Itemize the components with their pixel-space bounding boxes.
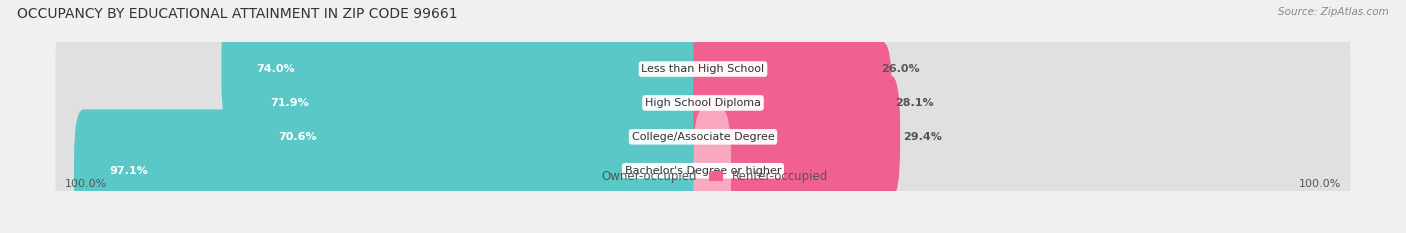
FancyBboxPatch shape [75,109,713,232]
Text: Bachelor's Degree or higher: Bachelor's Degree or higher [624,166,782,176]
Text: 70.6%: 70.6% [278,132,316,142]
Text: Source: ZipAtlas.com: Source: ZipAtlas.com [1278,7,1389,17]
Text: 2.9%: 2.9% [734,166,765,176]
FancyBboxPatch shape [55,8,1351,130]
FancyBboxPatch shape [693,75,900,198]
Text: 74.0%: 74.0% [256,64,295,74]
FancyBboxPatch shape [243,75,713,198]
FancyBboxPatch shape [693,109,731,232]
Text: 29.4%: 29.4% [903,132,942,142]
Text: 100.0%: 100.0% [65,179,107,189]
FancyBboxPatch shape [221,8,713,130]
FancyBboxPatch shape [235,42,713,164]
FancyBboxPatch shape [55,109,1351,232]
FancyBboxPatch shape [55,42,1351,164]
FancyBboxPatch shape [693,8,879,130]
Text: 28.1%: 28.1% [896,98,934,108]
Text: 97.1%: 97.1% [110,166,148,176]
Text: Less than High School: Less than High School [641,64,765,74]
Text: OCCUPANCY BY EDUCATIONAL ATTAINMENT IN ZIP CODE 99661: OCCUPANCY BY EDUCATIONAL ATTAINMENT IN Z… [17,7,457,21]
FancyBboxPatch shape [693,42,891,164]
Text: High School Diploma: High School Diploma [645,98,761,108]
Text: 71.9%: 71.9% [270,98,308,108]
Text: 26.0%: 26.0% [882,64,921,74]
Text: 100.0%: 100.0% [1299,179,1341,189]
Legend: Owner-occupied, Renter-occupied: Owner-occupied, Renter-occupied [572,166,834,188]
FancyBboxPatch shape [55,75,1351,198]
Text: College/Associate Degree: College/Associate Degree [631,132,775,142]
